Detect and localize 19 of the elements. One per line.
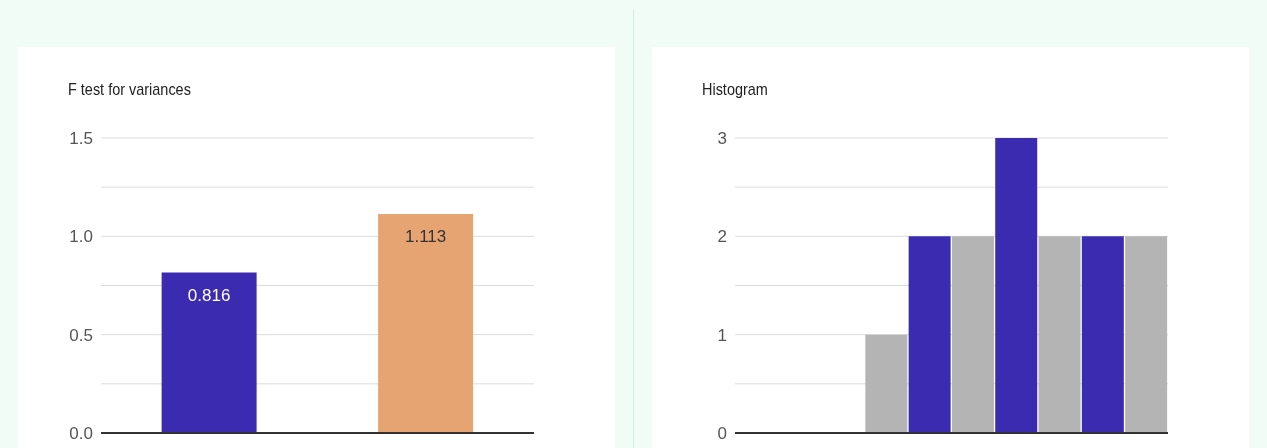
y-tick-label: 0 xyxy=(717,424,727,444)
y-tick-label: 0.5 xyxy=(69,325,93,345)
data-label: 1.113 xyxy=(404,227,447,247)
chart-title: Histogram xyxy=(702,80,768,100)
y-tick-label: 3 xyxy=(717,129,727,149)
y-tick-label: 1.5 xyxy=(69,129,93,149)
data-label: 0.816 xyxy=(187,285,231,305)
bar xyxy=(908,236,951,433)
y-tick-label: 1.0 xyxy=(69,227,93,247)
bar xyxy=(995,138,1038,433)
bar xyxy=(1038,236,1081,433)
y-tick-label: 2 xyxy=(717,227,727,247)
bar xyxy=(1081,236,1124,433)
chart-title: F test for variances xyxy=(68,80,191,100)
bar xyxy=(951,236,994,433)
y-tick-label: 1 xyxy=(717,325,727,345)
bar xyxy=(1125,236,1168,433)
y-tick-label: 0.0 xyxy=(69,424,93,444)
bar xyxy=(865,334,908,433)
